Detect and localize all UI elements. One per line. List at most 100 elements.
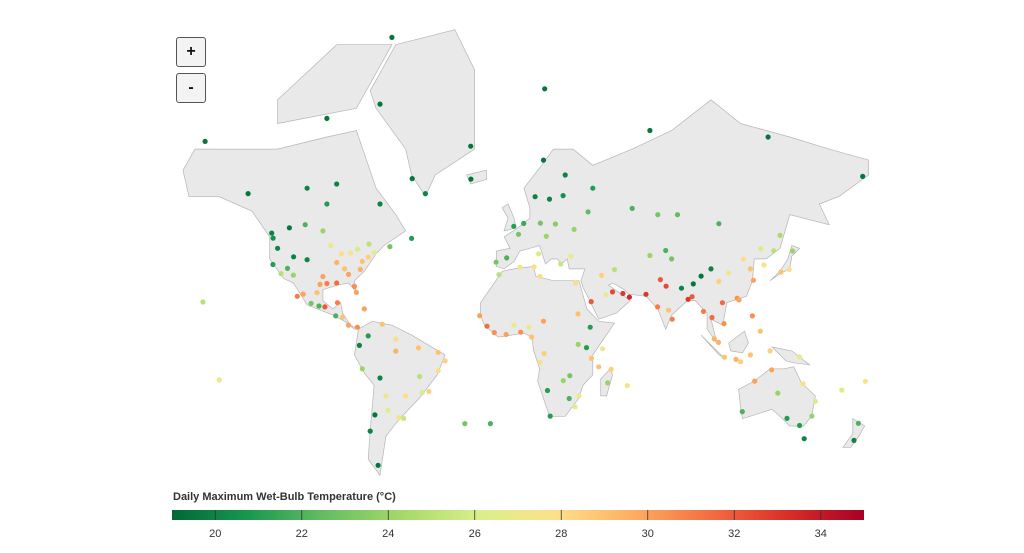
station-dot xyxy=(655,212,661,218)
station-dot xyxy=(536,251,542,257)
landmass xyxy=(369,29,475,198)
station-dot xyxy=(317,281,323,287)
station-dot xyxy=(290,272,296,278)
station-dot xyxy=(245,191,251,197)
station-dot xyxy=(442,358,448,364)
station-dot xyxy=(286,225,292,231)
station-dot xyxy=(345,322,352,328)
station-dot xyxy=(353,289,359,295)
station-dot xyxy=(365,254,371,260)
station-dot xyxy=(689,294,695,300)
station-dot xyxy=(515,231,522,237)
zoom-in[interactable]: + xyxy=(176,37,206,67)
landmass xyxy=(842,418,866,448)
station-dot xyxy=(575,341,581,347)
station-dot xyxy=(316,303,322,309)
station-dot xyxy=(294,293,300,299)
station-dot xyxy=(435,349,441,355)
station-dot xyxy=(345,271,352,277)
station-dot xyxy=(216,377,222,383)
landmass xyxy=(728,330,749,354)
station-dot xyxy=(340,314,346,320)
station-dot xyxy=(320,228,326,234)
station-dot xyxy=(393,336,399,342)
station-dot xyxy=(562,172,568,178)
station-dot xyxy=(716,278,722,284)
station-dot xyxy=(291,254,297,260)
station-dot xyxy=(393,348,399,354)
station-dot xyxy=(583,345,590,351)
station-dot xyxy=(629,205,635,211)
station-dot xyxy=(839,387,845,393)
zoom-out[interactable]: - xyxy=(176,73,206,103)
station-dot xyxy=(769,367,775,373)
station-dot xyxy=(809,413,815,419)
station-dot xyxy=(366,241,372,247)
legend-tick-label: 24 xyxy=(382,528,394,540)
station-dot xyxy=(657,277,664,283)
station-dot xyxy=(385,407,391,413)
station-dot xyxy=(624,383,630,389)
station-dot xyxy=(300,291,306,297)
color-bar xyxy=(172,510,864,520)
legend-ticks: 20 22 24 26 28 30 32 34 xyxy=(209,510,827,540)
station-dot xyxy=(855,420,862,426)
land xyxy=(182,29,869,477)
station-dot xyxy=(537,220,544,226)
station-dot xyxy=(552,221,559,227)
station-dot xyxy=(587,324,593,330)
station-dot xyxy=(270,261,276,268)
station-dot xyxy=(320,273,326,280)
landmass xyxy=(277,44,393,124)
station-dot xyxy=(784,415,790,421)
station-dot xyxy=(605,380,611,386)
station-dot xyxy=(375,462,381,468)
station-dot xyxy=(357,266,363,272)
station-dot xyxy=(626,294,633,300)
station-dot xyxy=(278,271,284,277)
station-dot xyxy=(504,255,510,261)
station-dot xyxy=(558,261,564,267)
station-dot xyxy=(359,258,365,264)
station-dot xyxy=(333,313,339,319)
station-dot xyxy=(655,304,661,310)
station-dot xyxy=(532,194,538,200)
station-dot xyxy=(767,348,773,354)
station-dot xyxy=(750,277,757,283)
station-dot xyxy=(521,220,527,226)
station-dot xyxy=(572,404,578,410)
station-dot xyxy=(379,321,385,327)
station-dot xyxy=(334,181,340,187)
station-dot xyxy=(758,246,764,252)
station-dot xyxy=(484,323,490,329)
station-dot xyxy=(749,313,756,319)
station-dot xyxy=(422,191,428,197)
station-dot xyxy=(409,176,415,182)
station-dot xyxy=(812,398,819,404)
station-dot xyxy=(647,252,653,259)
station-dot xyxy=(685,296,691,302)
legend-tick-label: 20 xyxy=(209,528,221,540)
station-dot xyxy=(611,267,618,273)
landmass xyxy=(771,346,811,366)
station-dot xyxy=(862,378,869,384)
station-dot xyxy=(778,269,784,275)
station-dot xyxy=(797,354,803,360)
legend-tick-label: 28 xyxy=(555,528,567,540)
station-dot xyxy=(596,364,602,370)
station-dot xyxy=(669,316,675,322)
station-dot xyxy=(537,273,543,279)
station-dot xyxy=(351,283,357,289)
station-dot xyxy=(342,266,348,272)
station-dot xyxy=(716,221,722,227)
station-dot xyxy=(719,300,726,306)
station-dot xyxy=(721,321,727,327)
station-dot xyxy=(334,300,341,306)
station-dot xyxy=(529,334,535,340)
landmass xyxy=(738,366,816,427)
station-dot xyxy=(721,354,728,360)
station-dot xyxy=(747,352,754,358)
station-dot xyxy=(356,342,362,348)
station-dot xyxy=(417,373,423,380)
station-dot xyxy=(200,299,206,305)
